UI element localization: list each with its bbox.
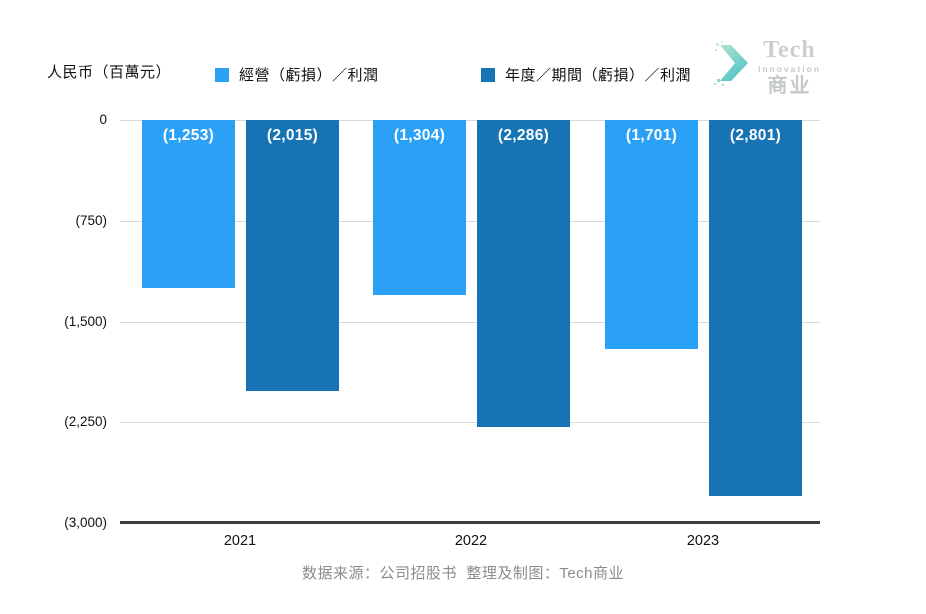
gridline-0 [120,120,820,121]
bar-annual-loss-2022 [477,120,570,428]
logo-tech-wordmark: Tech [763,37,816,63]
x-axis-line [120,521,820,524]
source-note: 数据来源：公司招股书 整理及制图：Tech商业 [301,565,625,582]
x-tick-label-2021: 2021 [223,533,257,549]
bar-annual-loss-2021 [246,120,339,391]
gridline-(2,250) [120,422,820,424]
logo-shangye-wordmark: 商业 [767,74,812,97]
legend-swatch-annual-loss [481,67,495,82]
bar-value-label-annual-loss-2022: (2,286) [497,127,550,144]
legend-label-operating-loss: 經營（虧損）／利潤 [239,67,379,84]
bar-value-label-operating-loss-2022: (1,304) [393,127,446,144]
y-axis-unit-label: 人民币（百萬元） [47,64,172,81]
chevron-logo-icon [714,41,754,92]
bar-value-label-operating-loss-2021: (1,253) [162,127,215,144]
bar-operating-loss-2021 [142,120,235,289]
y-tick-label: (2,250) [64,414,107,430]
y-tick-label: (750) [75,212,107,228]
brand-logo: Tech Innovation 商业 [714,38,821,96]
bar-value-label-annual-loss-2021: (2,015) [266,127,319,144]
logo-innovation-wordmark: Innovation [758,64,821,74]
legend-swatch-operating-loss [215,67,229,82]
brand-logo-text: Tech Innovation 商业 [758,38,821,96]
gridline-(1,500) [120,321,820,323]
bar-value-label-annual-loss-2023: (2,801) [729,127,782,144]
legend-label-annual-loss: 年度／期間（虧損）／利潤 [505,67,692,84]
y-tick-label: (1,500) [64,313,107,329]
legend-item-annual-loss: 年度／期間（虧損）／利潤 [481,64,691,85]
bar-annual-loss-2023 [709,120,802,497]
x-tick-label-2023: 2023 [686,533,720,549]
gridline-(750) [120,220,820,222]
bar-value-label-operating-loss-2023: (1,701) [625,127,678,144]
y-tick-label: 0 [99,112,107,127]
bar-operating-loss-2022 [373,120,466,296]
y-tick-label: (3,000) [64,515,107,530]
bar-operating-loss-2023 [605,120,698,349]
legend-item-operating-loss: 經營（虧損）／利潤 [215,64,379,85]
x-tick-label-2022: 2022 [454,533,488,549]
